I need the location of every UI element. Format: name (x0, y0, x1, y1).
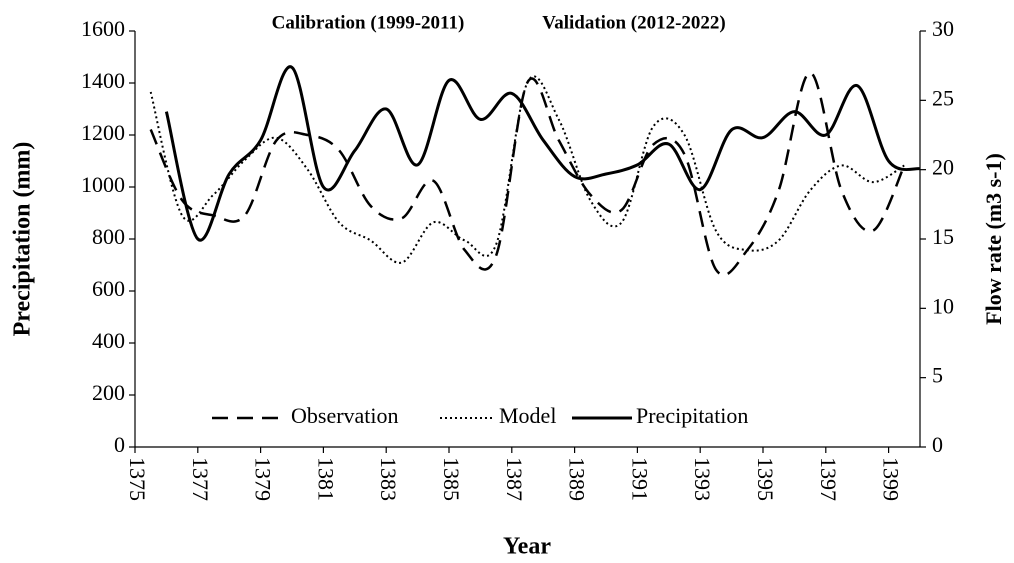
y-tick-label: 1000 (81, 172, 125, 197)
y2-tick-label: 15 (932, 224, 954, 249)
x-axis-title: Year (503, 534, 551, 560)
legend-label: Observation (291, 403, 399, 428)
y2-tick-label: 5 (932, 363, 943, 388)
x-tick-label: 1377 (188, 457, 213, 501)
y2-tick-label: 0 (932, 432, 943, 457)
legend-label: Precipitation (636, 403, 748, 428)
y-tick-label: 1400 (81, 68, 125, 93)
y-tick-label: 200 (92, 380, 125, 405)
x-tick-label: 1389 (565, 457, 590, 501)
series-line (149, 75, 905, 264)
y2-tick-label: 25 (932, 85, 954, 110)
legend-label: Model (499, 403, 556, 428)
y-tick-label: 800 (92, 224, 125, 249)
x-tick-label: 1383 (376, 457, 401, 501)
x-tick-label: 1397 (816, 457, 841, 501)
annotation: Calibration (1999-2011) (272, 12, 465, 33)
y-tick-label: 1200 (81, 120, 125, 145)
y-axis-title: Precipitation (mm) (10, 142, 36, 337)
x-tick-label: 1379 (251, 457, 276, 501)
y-tick-label: 1600 (81, 16, 125, 41)
y2-tick-label: 10 (932, 293, 954, 318)
y2-tick-label: 20 (932, 155, 954, 180)
y2-axis-title: Flow rate (m3 s-1) (981, 153, 1006, 325)
x-tick-label: 1387 (502, 457, 527, 501)
x-tick-label: 1391 (627, 457, 652, 501)
x-tick-label: 1399 (879, 457, 904, 501)
x-tick-label: 1375 (125, 457, 150, 501)
annotation: Validation (2012-2022) (542, 12, 726, 33)
x-tick-label: 1393 (690, 457, 715, 501)
x-tick-label: 1395 (753, 457, 778, 501)
y-tick-label: 600 (92, 276, 125, 301)
y-tick-label: 0 (114, 432, 125, 457)
series-line (149, 71, 906, 277)
x-tick-label: 1381 (313, 457, 338, 501)
y-tick-label: 400 (92, 328, 125, 353)
series-line (164, 65, 921, 242)
x-tick-label: 1385 (439, 457, 464, 501)
y2-tick-label: 30 (932, 16, 954, 41)
